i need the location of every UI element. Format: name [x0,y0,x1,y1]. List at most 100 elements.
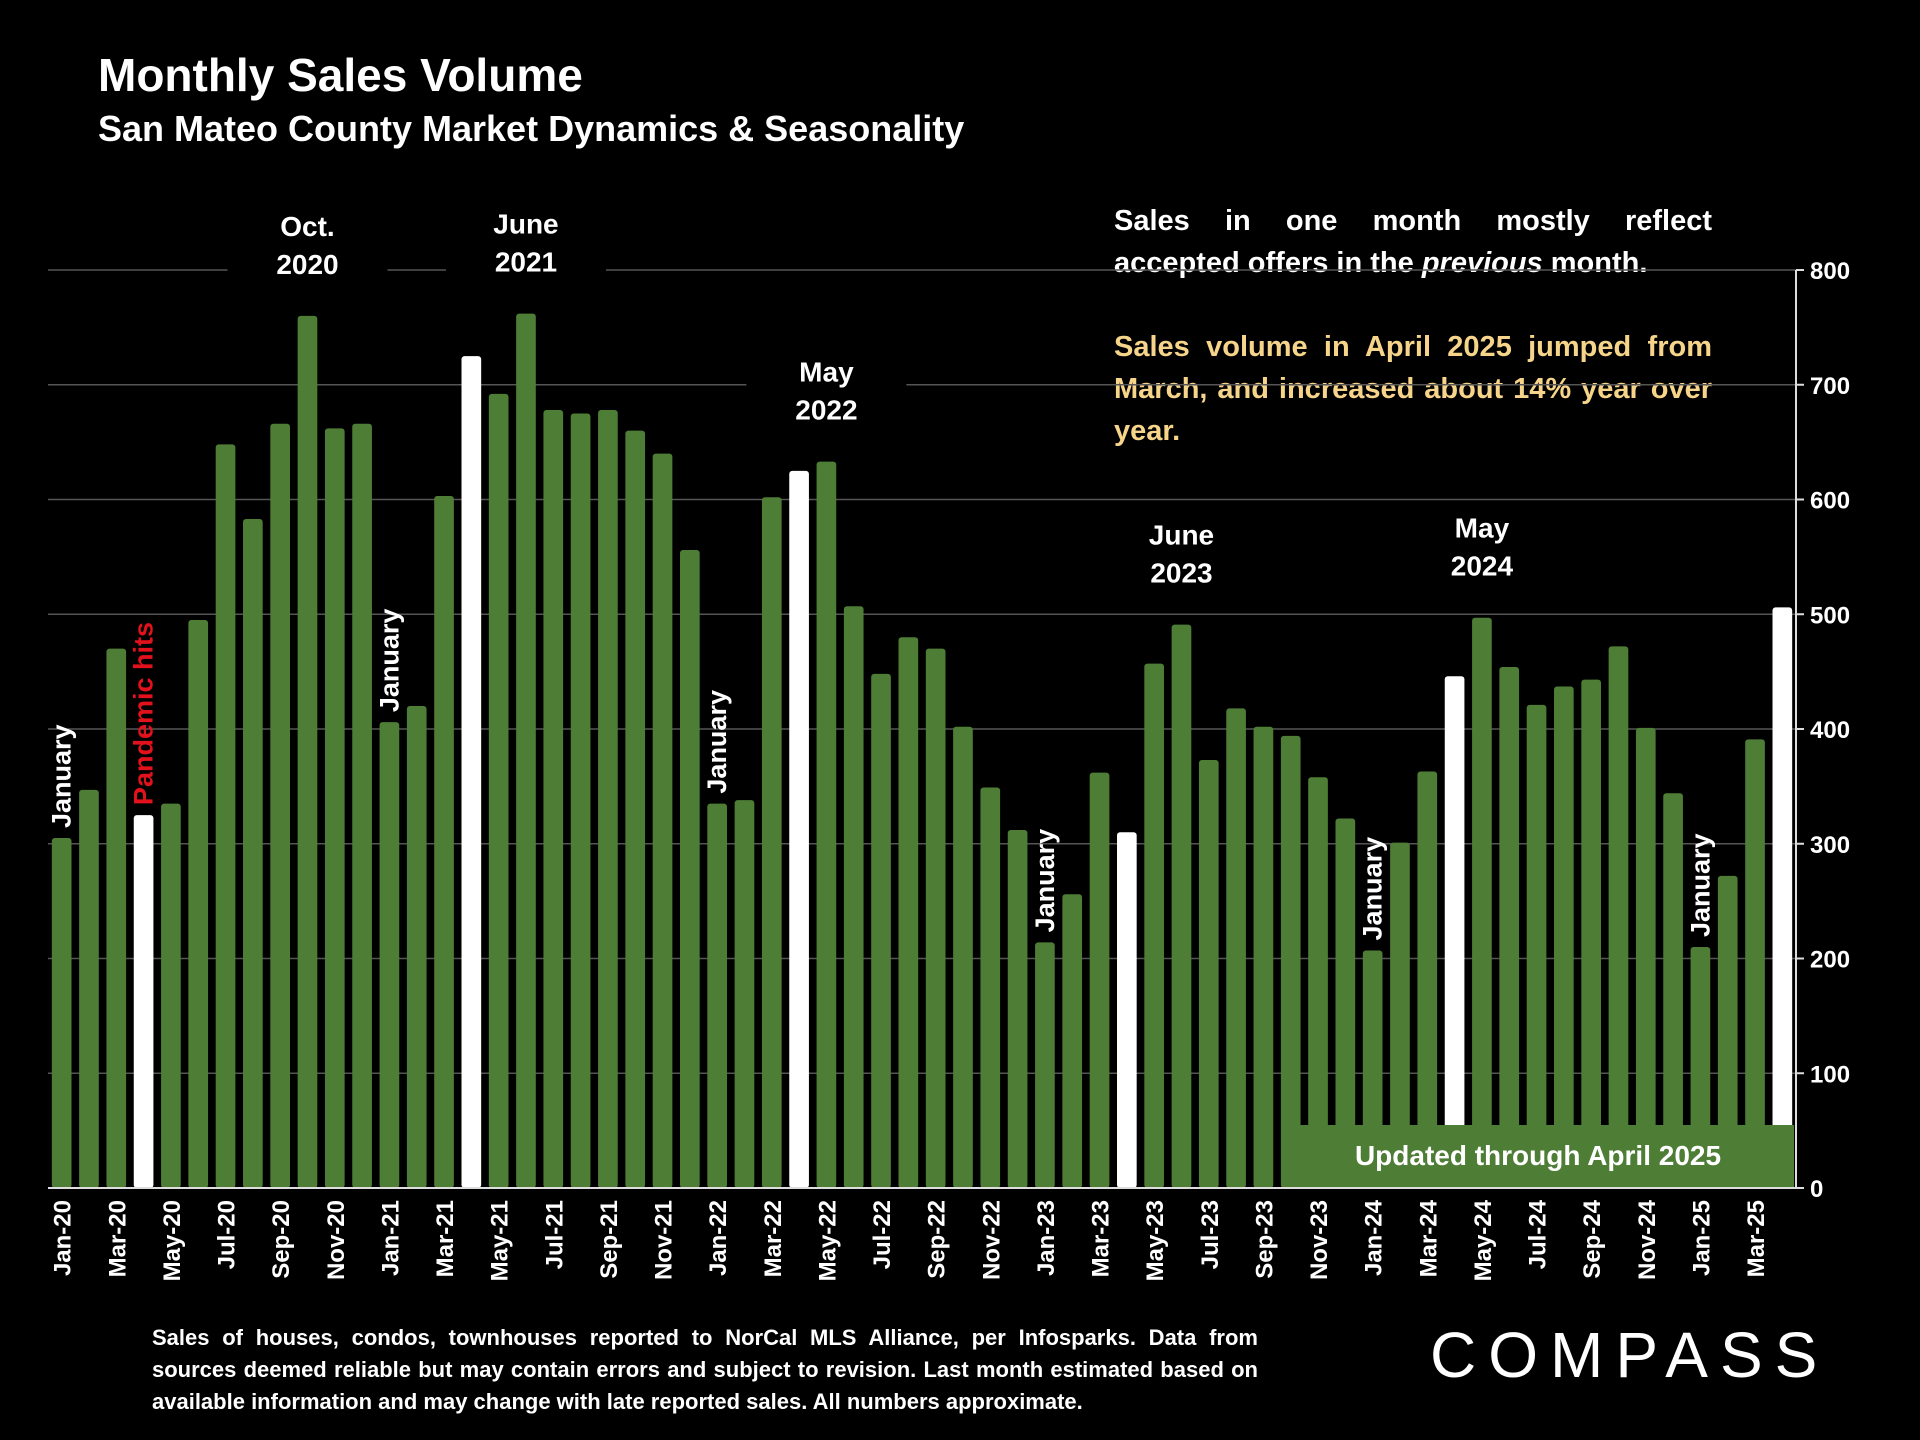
bar-dec-23 [1335,818,1356,1188]
bar-sep-21 [598,409,618,1188]
bar-apr-20 [133,815,154,1188]
seasonality-note: Sales in one month mostly reflect accept… [1114,200,1712,284]
x-tick-label: Mar-20 [104,1200,131,1277]
bar-jan-23 [1035,942,1055,1188]
annotation-backdrop [1101,529,1262,612]
bar-apr-24 [1444,676,1465,1188]
bar-feb-25 [1717,875,1738,1188]
bar-sep-24 [1581,679,1601,1188]
bar-sep-20 [270,423,290,1188]
annotation-label: January [1358,837,1388,941]
bar-mar-24 [1417,771,1438,1188]
x-tick-label: Nov-23 [1306,1200,1333,1280]
x-tick-label: May-22 [814,1200,841,1281]
bar-jan-22 [707,803,727,1188]
bar-mar-21 [434,496,454,1188]
y-tick-label: 300 [1810,832,1850,859]
x-tick-label: Sep-23 [1251,1200,1278,1279]
x-tick-label: Jul-23 [1197,1200,1224,1269]
bar-mar-20 [106,648,127,1188]
bar-dec-24 [1663,793,1683,1188]
bar-nov-21 [652,453,673,1189]
x-tick-label: Sep-21 [596,1200,623,1279]
bar-mar-23 [1089,772,1110,1188]
april-2025-highlight-note: Sales volume in April 2025 jumped from M… [1114,331,1712,447]
annotation-label: 2020 [276,249,338,280]
y-tick-label: 600 [1810,488,1850,515]
bar-may-20 [161,803,181,1188]
y-tick-label: 800 [1810,258,1850,285]
bar-sep-22 [925,648,946,1188]
bar-mar-22 [761,497,782,1189]
annotation-backdrop [746,366,907,449]
x-tick-label: Nov-21 [651,1200,678,1280]
bar-aug-24 [1554,686,1574,1188]
bar-nov-20 [324,428,345,1189]
annotation-label: June [493,209,558,240]
x-tick-label: Mar-22 [760,1200,787,1277]
bar-apr-21 [461,356,482,1188]
annotation-label: Oct. [280,211,334,242]
bar-jul-20 [215,444,236,1188]
y-tick-label: 500 [1810,602,1850,629]
x-tick-label: Jan-23 [1033,1200,1060,1276]
bar-jul-24 [1526,704,1547,1188]
bar-jun-22 [843,606,864,1188]
x-tick-label: May-23 [1142,1200,1169,1281]
x-tick-label: May-24 [1470,1199,1497,1281]
annotation-label: Pandemic hits [129,622,159,805]
bar-feb-21 [406,706,427,1188]
x-tick-label: Jul-22 [869,1200,896,1269]
bar-jun-23 [1171,624,1192,1188]
bar-oct-21 [625,430,646,1188]
bar-feb-20 [79,789,99,1188]
bar-oct-23 [1280,735,1301,1188]
bar-may-24 [1472,617,1492,1188]
bar-dec-21 [680,549,700,1188]
x-tick-label: Sep-22 [924,1200,951,1279]
y-tick-label: 200 [1810,947,1850,974]
annotation-backdrop [445,218,606,301]
annotation-backdrop [227,220,388,303]
bar-aug-22 [898,637,919,1188]
x-tick-label: Nov-20 [323,1200,350,1280]
annotation-label: May [1455,513,1510,544]
annotation-label: January [1685,833,1715,937]
x-tick-label: Nov-22 [978,1200,1005,1280]
seasonality-note-line-1: Sales in one month mostly reflect [1114,205,1712,237]
x-tick-label: Mar-25 [1743,1200,1770,1277]
x-tick-label: Mar-24 [1415,1199,1442,1277]
bar-may-23 [1144,663,1164,1188]
bar-dec-20 [352,423,372,1188]
bar-mar-25 [1745,739,1765,1188]
bar-jul-22 [871,673,891,1188]
annotation-label: 2021 [495,247,557,278]
bar-aug-20 [243,519,263,1188]
x-tick-label: Sep-20 [268,1200,295,1279]
bar-sep-23 [1253,726,1274,1188]
annotation-label: January [1030,829,1060,933]
bar-apr-22 [789,470,809,1188]
annotation-label: 2023 [1150,558,1212,589]
bar-feb-23 [1062,894,1083,1188]
bar-feb-24 [1390,842,1410,1188]
bar-oct-20 [297,315,318,1188]
annotation-label: May [799,357,854,388]
bar-aug-23 [1226,708,1246,1188]
y-tick-label: 0 [1810,1176,1823,1203]
bar-jun-20 [188,619,209,1188]
annotation-label: 2024 [1451,551,1514,582]
annotation-backdrop [1401,522,1562,605]
x-tick-label: Jul-21 [541,1200,568,1269]
bar-nov-24 [1635,727,1656,1188]
bar-oct-22 [953,726,973,1188]
bar-jul-21 [543,409,564,1188]
annotation-label: June [1149,520,1214,551]
bar-may-22 [816,461,837,1188]
x-tick-label: May-21 [487,1200,514,1281]
bar-aug-21 [570,413,591,1188]
bar-dec-22 [1007,829,1028,1188]
x-tick-label: Mar-23 [1088,1200,1115,1277]
x-tick-label: Jul-20 [214,1200,241,1269]
